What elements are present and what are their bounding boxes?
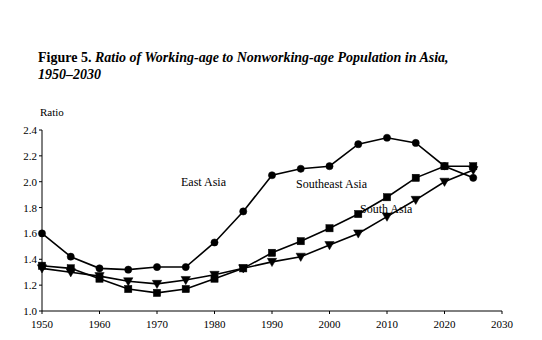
marker (441, 163, 448, 170)
marker (182, 285, 189, 292)
series-line (42, 170, 473, 284)
series-line (42, 138, 473, 270)
x-tick-label: 2010 (376, 318, 399, 330)
x-tick-label: 1950 (31, 318, 54, 330)
x-tick (387, 311, 388, 314)
marker (411, 196, 420, 204)
x-tick (99, 311, 100, 314)
marker (67, 253, 74, 260)
marker (153, 289, 160, 296)
x-tick (444, 311, 445, 314)
marker (37, 265, 46, 273)
x-tick (502, 311, 503, 314)
title-number: Figure 5. (38, 50, 91, 65)
marker (412, 174, 419, 181)
chart: Figure 5. Ratio of Working-age to Nonwor… (0, 0, 542, 340)
marker (125, 285, 132, 292)
marker (325, 242, 334, 250)
x-tick-label: 1960 (89, 318, 112, 330)
marker (383, 134, 390, 141)
series-label: Southeast Asia (296, 177, 368, 191)
marker (412, 139, 419, 146)
y-tick-label: 1.0 (23, 305, 37, 317)
marker (66, 269, 75, 277)
marker (268, 249, 275, 256)
x-tick (329, 311, 330, 314)
x-tick-label: 1990 (261, 318, 284, 330)
marker (239, 265, 248, 273)
marker (95, 273, 104, 281)
marker (296, 253, 305, 261)
y-tick (39, 285, 42, 286)
y-tick-label: 2.2 (23, 150, 37, 162)
marker (124, 278, 133, 286)
marker (152, 280, 161, 288)
y-tick (39, 155, 42, 156)
y-tick-label: 2.4 (23, 124, 37, 136)
y-axis (42, 130, 43, 311)
marker (469, 167, 478, 175)
y-tick (39, 181, 42, 182)
x-tick-label: 1970 (146, 318, 169, 330)
title-text: Ratio of Working-age to Nonworking-age P… (91, 50, 448, 65)
marker (441, 163, 448, 170)
y-tick (39, 207, 42, 208)
x-tick (42, 311, 43, 314)
marker (267, 258, 276, 266)
marker (470, 174, 477, 181)
series-line (42, 166, 473, 293)
marker (181, 276, 190, 284)
marker (38, 230, 45, 237)
y-tick-label: 1.8 (23, 202, 37, 214)
y-tick-label: 1.4 (23, 253, 37, 265)
marker (297, 238, 304, 245)
y-axis-label: Ratio (40, 106, 64, 118)
y-tick (39, 130, 42, 131)
marker (326, 225, 333, 232)
marker (125, 266, 132, 273)
title-text: 1950–2030 (38, 67, 101, 82)
marker (355, 141, 362, 148)
marker (440, 178, 449, 186)
marker (297, 165, 304, 172)
marker (240, 208, 247, 215)
x-tick-label: 2020 (434, 318, 457, 330)
y-tick-label: 2.0 (23, 176, 37, 188)
marker (211, 239, 218, 246)
x-tick (157, 311, 158, 314)
y-tick-label: 1.6 (23, 227, 37, 239)
x-tick-label: 2030 (491, 318, 514, 330)
title: Figure 5. Ratio of Working-age to Nonwor… (38, 50, 449, 82)
marker (383, 194, 390, 201)
plot-area (37, 134, 478, 296)
marker (182, 263, 189, 270)
x-tick-label: 2000 (319, 318, 342, 330)
series-label: East Asia (181, 175, 227, 189)
x-tick (214, 311, 215, 314)
y-tick-label: 1.2 (23, 279, 37, 291)
x-tick (272, 311, 273, 314)
marker (210, 271, 219, 279)
y-tick (39, 259, 42, 260)
marker (268, 172, 275, 179)
marker (96, 265, 103, 272)
x-tick-label: 1980 (204, 318, 227, 330)
marker (354, 230, 363, 238)
series-label: South Asia (360, 202, 413, 216)
marker (153, 263, 160, 270)
marker (326, 163, 333, 170)
